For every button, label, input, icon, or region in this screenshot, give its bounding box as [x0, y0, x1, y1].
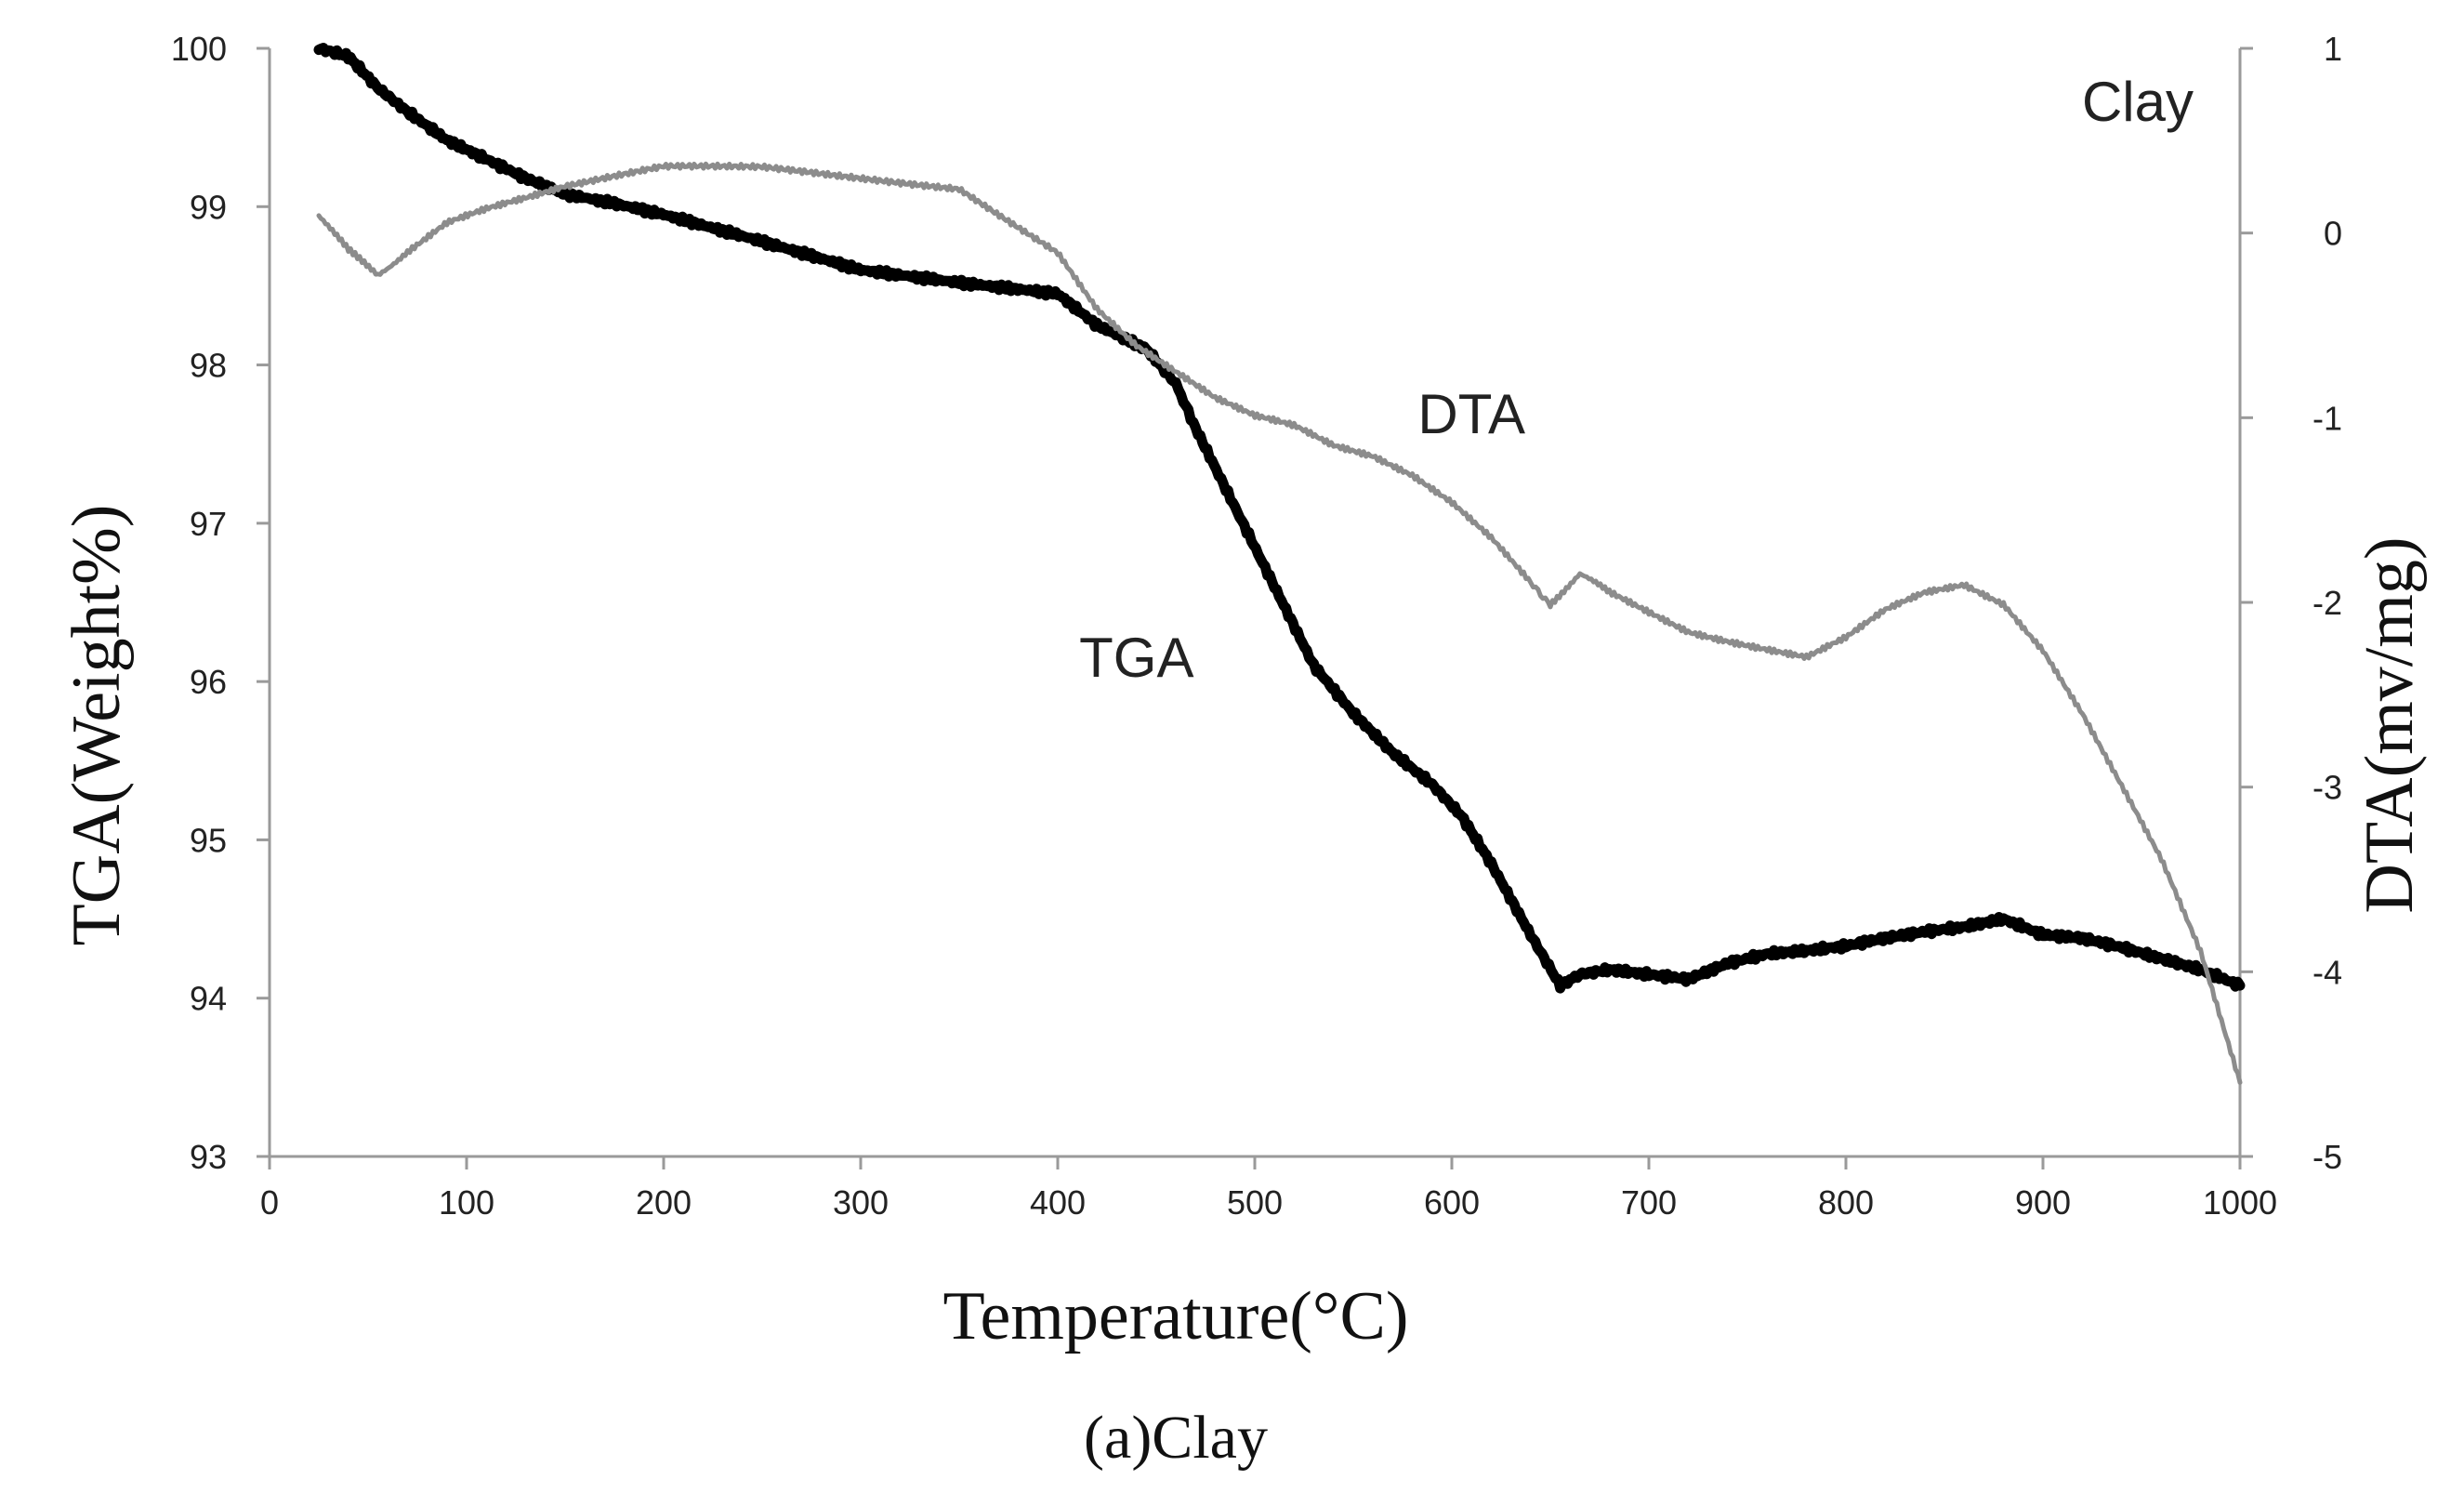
- y-tick-label: 97: [190, 505, 227, 543]
- y-tick-label: 93: [190, 1138, 227, 1176]
- y2-tick-label: -2: [2312, 584, 2342, 622]
- y2-tick-label: -4: [2312, 953, 2342, 991]
- tga-annotation: TGA: [1079, 627, 1193, 689]
- y2-tick-label: 0: [2324, 215, 2342, 253]
- y-tick-label: 96: [190, 663, 227, 701]
- x-tick-label: 800: [1818, 1183, 1874, 1222]
- y-tick-label: 99: [190, 188, 227, 226]
- labels-group: Clay Temperature(°C) TGA(Weight%) DTA(mv…: [59, 71, 2428, 1472]
- y2-tick-label: -3: [2312, 769, 2342, 807]
- dta-series-line: [316, 161, 2243, 1085]
- y2-axis-title: DTA(mv/mg): [2352, 536, 2428, 913]
- x-tick-label: 400: [1030, 1183, 1086, 1222]
- chart-title: Clay: [2082, 71, 2194, 133]
- x-tick-label: 300: [833, 1183, 889, 1222]
- y-tick-label: 98: [190, 347, 227, 385]
- tga-series-line: [313, 43, 2246, 994]
- y2-tick-label: -5: [2312, 1138, 2342, 1176]
- y-axis-title: TGA(Weight%): [59, 505, 135, 946]
- axes: 0 100 200 300 400 500 600 700 800 900 100093949596…: [171, 30, 2342, 1222]
- x-tick-label: 0: [260, 1183, 279, 1222]
- y-tick-label: 100: [171, 30, 227, 68]
- x-tick-label: 1000: [2203, 1183, 2277, 1222]
- x-tick-label: 200: [636, 1183, 692, 1222]
- x-axis-title: Temperature(°C): [942, 1278, 1408, 1354]
- series-group: [313, 43, 2246, 1085]
- y-tick-label: 95: [190, 821, 227, 859]
- y-tick-label: 94: [190, 980, 227, 1018]
- x-tick-label: 900: [2015, 1183, 2071, 1222]
- x-tick-label: 600: [1424, 1183, 1480, 1222]
- y2-tick-label: 1: [2324, 30, 2342, 68]
- x-tick-label: 500: [1227, 1183, 1283, 1222]
- dta-annotation: DTA: [1417, 383, 1525, 445]
- y2-tick-label: -1: [2312, 399, 2342, 437]
- caption: (a)Clay: [1084, 1404, 1268, 1472]
- x-tick-label: 100: [439, 1183, 494, 1222]
- x-tick-label: 700: [1621, 1183, 1677, 1222]
